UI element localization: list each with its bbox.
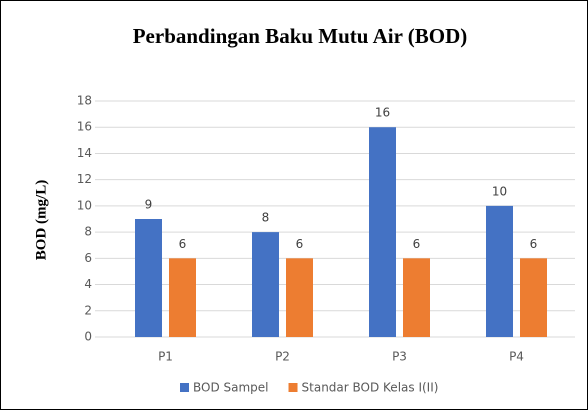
y-tick-label: 16 xyxy=(77,120,92,134)
data-label: 16 xyxy=(375,106,390,120)
legend-label: BOD Sampel xyxy=(193,381,269,395)
y-tick-label: 14 xyxy=(77,146,92,160)
bar xyxy=(252,232,279,337)
x-tick-label: P3 xyxy=(392,350,407,364)
chart-title: Perbandingan Baku Mutu Air (BOD) xyxy=(133,24,468,48)
bar xyxy=(520,258,547,337)
data-label: 6 xyxy=(413,237,421,251)
y-tick-label: 8 xyxy=(84,225,92,239)
bar xyxy=(286,258,313,337)
y-tick-label: 0 xyxy=(84,330,92,344)
y-axis-label: BOD (mg/L) xyxy=(33,180,49,260)
bar xyxy=(135,219,162,337)
data-label: 9 xyxy=(145,198,153,212)
bar xyxy=(369,127,396,337)
y-tick-label: 10 xyxy=(77,198,92,212)
x-tick-label: P4 xyxy=(509,350,524,364)
data-label: 6 xyxy=(179,237,187,251)
data-label: 10 xyxy=(492,184,507,198)
legend-swatch xyxy=(288,383,298,392)
y-tick-label: 18 xyxy=(77,94,92,108)
y-tick-label: 6 xyxy=(84,251,92,265)
bar xyxy=(403,258,430,337)
y-tick-label: 12 xyxy=(77,172,92,186)
legend-swatch xyxy=(180,383,189,392)
data-label: 6 xyxy=(296,237,304,251)
x-tick-label: P1 xyxy=(158,350,173,364)
bar xyxy=(169,258,196,337)
y-tick-label: 2 xyxy=(84,303,92,317)
data-label: 8 xyxy=(262,211,270,225)
bar xyxy=(486,205,513,337)
y-tick-label: 4 xyxy=(84,277,92,291)
legend-label: Standar BOD Kelas I(II) xyxy=(302,381,439,395)
x-tick-label: P2 xyxy=(275,350,290,364)
data-label: 6 xyxy=(530,237,538,251)
